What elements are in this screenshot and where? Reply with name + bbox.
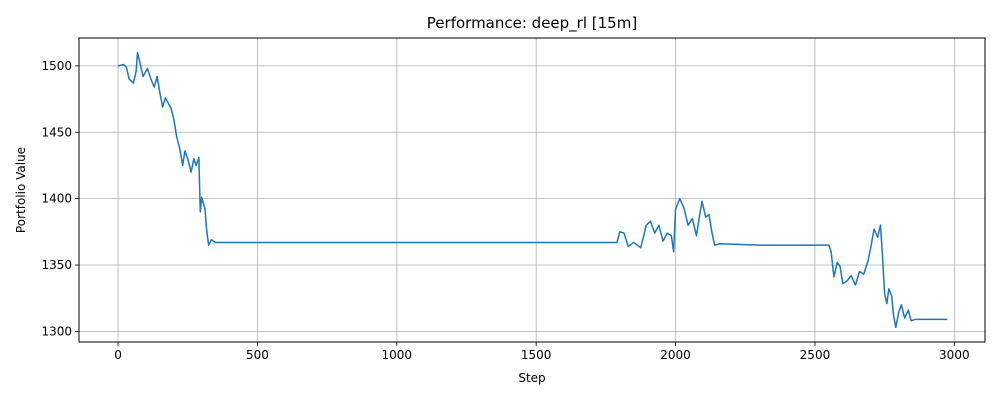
x-tick-label: 1500 (521, 348, 552, 362)
y-tick-label: 1350 (41, 258, 72, 272)
x-tick-label: 2000 (660, 348, 691, 362)
y-axis: 1300 1350 1400 1450 1500 (41, 59, 79, 338)
plot-area (117, 51, 948, 329)
grid-lines (79, 38, 985, 342)
x-axis: 0 500 1000 1500 2000 2500 3000 (114, 342, 970, 362)
chart-title: Performance: deep_rl [15m] (427, 14, 637, 33)
x-tick-label: 1000 (382, 348, 413, 362)
series-line-portfolio-value (117, 51, 948, 329)
y-tick-label: 1300 (41, 324, 72, 338)
y-axis-label: Portfolio Value (14, 147, 28, 233)
y-tick-label: 1450 (41, 125, 72, 139)
y-tick-label: 1500 (41, 59, 72, 73)
x-tick-label: 3000 (939, 348, 970, 362)
x-tick-label: 2500 (800, 348, 831, 362)
x-axis-label: Step (518, 371, 545, 385)
x-tick-label: 500 (246, 348, 269, 362)
y-tick-label: 1400 (41, 192, 72, 206)
x-tick-label: 0 (114, 348, 122, 362)
plot-frame (78, 37, 986, 343)
